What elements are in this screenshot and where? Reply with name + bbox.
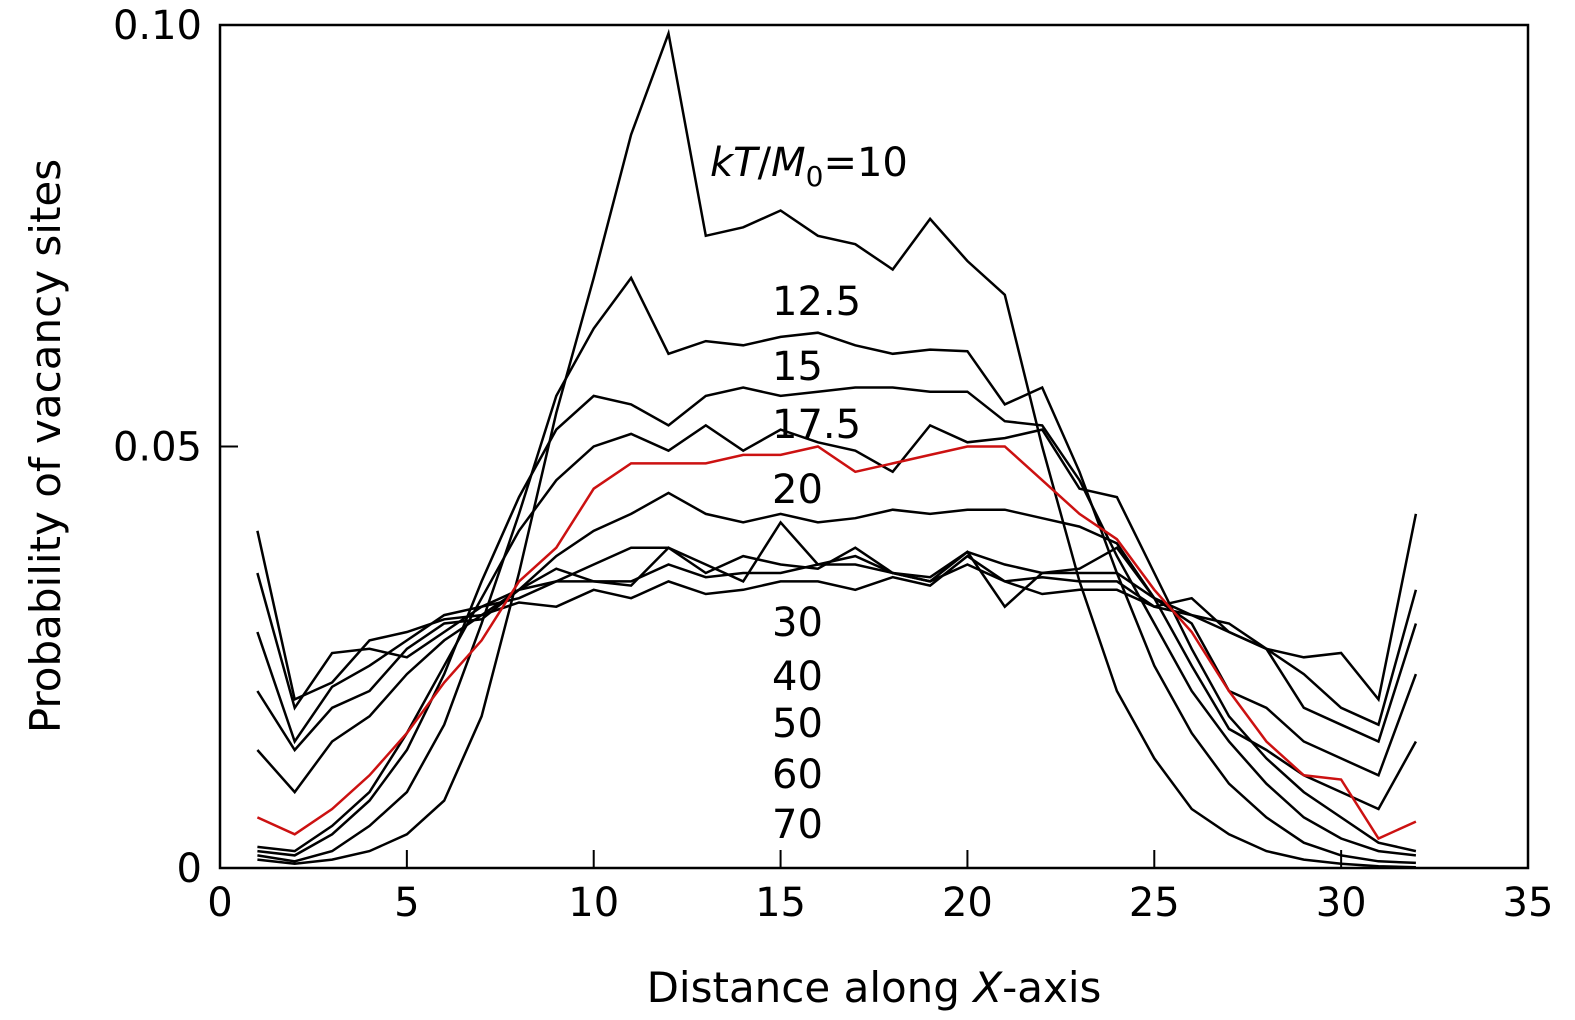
series-layer	[256, 28, 1418, 869]
y-axis-label: Probability of vacancy sites	[21, 159, 70, 733]
y-axis-ticks: 0 0.05 0.10	[113, 3, 238, 892]
annotation-30: 30	[772, 600, 823, 646]
series-line-20	[256, 445, 1417, 841]
annotation-17-5: 17.5	[772, 402, 861, 448]
annotation-12-5: 12.5	[772, 279, 861, 325]
x-tick-label: 25	[1129, 880, 1180, 926]
x-tick-label: 10	[568, 880, 619, 926]
annotation-50: 50	[772, 701, 823, 747]
x-tick-label: 0	[207, 880, 232, 926]
series-line-10	[257, 28, 1416, 869]
series-line-70	[256, 513, 1418, 703]
series-line-12-5	[257, 275, 1416, 865]
series-line-50	[256, 546, 1418, 745]
annotation-40: 40	[772, 654, 823, 700]
x-tick-label: 15	[755, 880, 806, 926]
y-tick-label: 0.10	[113, 3, 202, 49]
series-line-30	[256, 491, 1417, 811]
x-tick-label: 5	[394, 880, 419, 926]
series-line-17-5	[257, 423, 1417, 853]
x-axis-label: Distance along X-axis	[647, 963, 1102, 1012]
series-line-60	[256, 546, 1418, 727]
annotation-15: 15	[772, 344, 823, 390]
annotation-60: 60	[772, 752, 823, 798]
series-line-15	[257, 386, 1417, 857]
x-axis-ticks: 0 5 10 15 20 25 30 35	[207, 850, 1553, 926]
x-tick-label: 20	[942, 880, 993, 926]
annotation-kt-m0-10: kT/M0=10	[710, 140, 908, 193]
y-tick-label: 0.05	[113, 425, 202, 471]
annotation-70: 70	[772, 802, 823, 848]
x-tick-label: 35	[1503, 880, 1554, 926]
annotation-20: 20	[772, 467, 823, 513]
y-tick-label: 0	[177, 846, 202, 892]
x-tick-label: 30	[1316, 880, 1367, 926]
